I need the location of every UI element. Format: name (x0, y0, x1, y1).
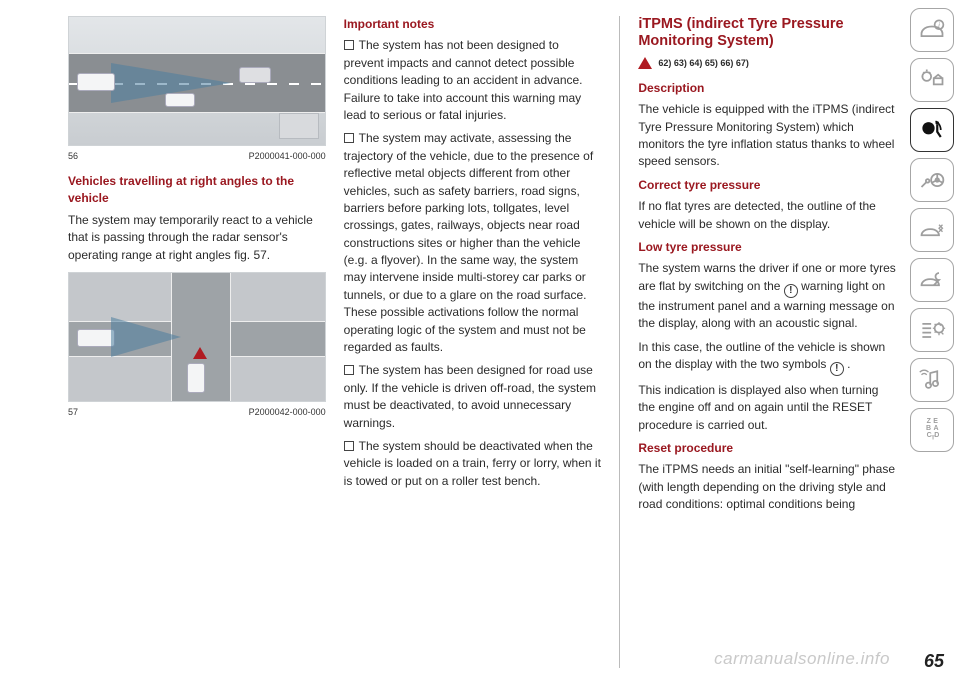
figure-56-caption: 56 P2000041-000-000 (68, 150, 326, 163)
column-left: 56 P2000041-000-000 Vehicles travelling … (68, 16, 326, 668)
bullet-icon (344, 441, 354, 451)
warning-triangle-icon (638, 57, 652, 69)
low-body-1: The system warns the driver if one or mo… (638, 260, 896, 332)
column-middle: Important notes The system has not been … (344, 16, 602, 668)
desc-body: The vehicle is equipped with the iTPMS (… (638, 101, 896, 171)
col1-body: The system may temporarily react to a ve… (68, 212, 326, 264)
nav-collision-icon[interactable] (910, 208, 954, 252)
warning-refs: 62) 63) 64) 65) 66) 67) (638, 57, 896, 70)
figure-57 (68, 272, 326, 402)
bullet-icon (344, 365, 354, 375)
nav-alpha-index-icon[interactable]: Z EB A CTD (910, 408, 954, 452)
nav-airbag-icon[interactable] (910, 108, 954, 152)
desc-head: Description (638, 80, 896, 97)
bullet-icon (344, 40, 354, 50)
reset-body: The iTPMS needs an initial "self-learnin… (638, 461, 896, 513)
note-2: The system may activate, assessing the t… (344, 130, 602, 356)
watermark-text: carmanualsonline.info (714, 647, 890, 672)
low-head: Low tyre pressure (638, 239, 896, 256)
nav-settings-list-icon[interactable] (910, 308, 954, 352)
note-3: The system has been designed for road us… (344, 362, 602, 432)
figure-code: P2000042-000-000 (249, 406, 326, 419)
figure-num: 56 (68, 150, 78, 163)
note-4: The system should be deactivated when th… (344, 438, 602, 490)
nav-media-icon[interactable] (910, 358, 954, 402)
figure-57-caption: 57 P2000042-000-000 (68, 406, 326, 419)
tyre-warning-icon: ! (830, 362, 844, 376)
important-notes-head: Important notes (344, 16, 602, 33)
low-body-3: This indication is displayed also when t… (638, 382, 896, 434)
figure-56 (68, 16, 326, 146)
nav-lights-icon[interactable] (910, 58, 954, 102)
nav-car-info-icon[interactable]: i (910, 8, 954, 52)
tyre-warning-icon: ! (784, 284, 798, 298)
column-right: iTPMS (indirect Tyre Pressure Monitoring… (619, 16, 946, 668)
figure-num: 57 (68, 406, 78, 419)
low-body-2: In this case, the outline of the vehicle… (638, 339, 896, 376)
figure-code: P2000041-000-000 (249, 150, 326, 163)
warning-ref-numbers: 62) 63) 64) 65) 66) 67) (658, 57, 749, 70)
correct-head: Correct tyre pressure (638, 177, 896, 194)
section-nav-strip: i Z EB A CTD (910, 8, 954, 452)
page-number: 65 (924, 648, 944, 674)
itpms-title: iTPMS (indirect Tyre Pressure Monitoring… (638, 16, 896, 51)
bullet-icon (344, 133, 354, 143)
nav-key-wheel-icon[interactable] (910, 158, 954, 202)
correct-body: If no flat tyres are detected, the outli… (638, 198, 896, 233)
nav-service-icon[interactable] (910, 258, 954, 302)
note-1: The system has not been designed to prev… (344, 37, 602, 124)
col1-subhead: Vehicles travelling at right angles to t… (68, 173, 326, 208)
reset-head: Reset procedure (638, 440, 896, 457)
